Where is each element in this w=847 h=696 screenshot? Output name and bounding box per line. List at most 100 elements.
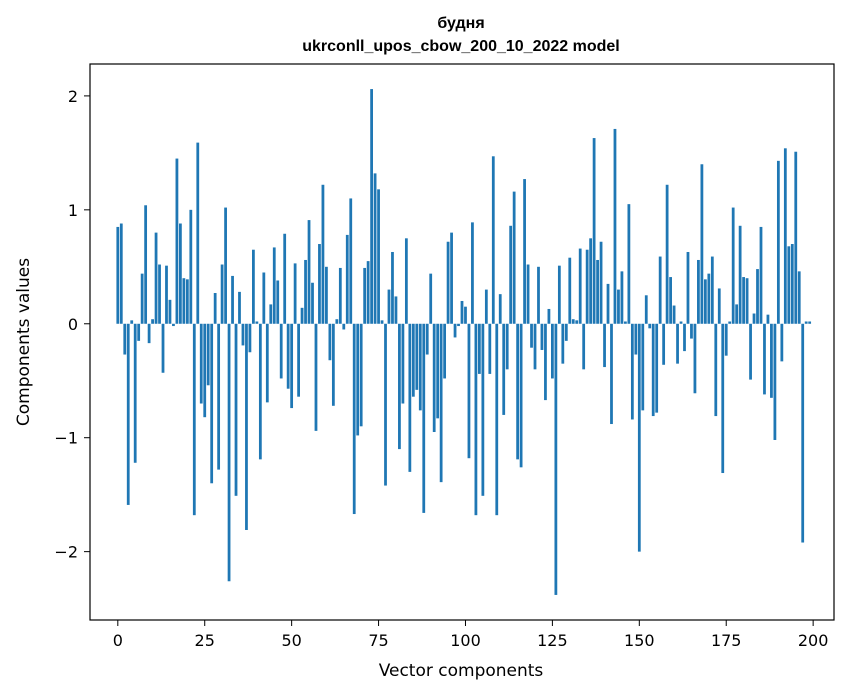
bar-187 xyxy=(766,314,770,324)
bar-89 xyxy=(425,323,429,355)
bar-141 xyxy=(606,283,610,324)
bar-129 xyxy=(564,323,568,341)
bar-6 xyxy=(137,323,141,341)
bar-153 xyxy=(648,323,652,329)
bar-149 xyxy=(634,323,638,355)
bar-2 xyxy=(123,323,127,355)
bar-48 xyxy=(283,233,287,324)
bar-72 xyxy=(366,261,370,324)
bar-159 xyxy=(669,277,672,324)
bar-75 xyxy=(377,189,380,324)
bar-135 xyxy=(585,249,589,324)
y-tick-label: 2 xyxy=(68,87,78,106)
bar-171 xyxy=(710,256,714,324)
bar-71 xyxy=(363,267,367,324)
bar-112 xyxy=(505,323,509,370)
bar-105 xyxy=(481,323,485,496)
bar-131 xyxy=(571,319,575,324)
bar-43 xyxy=(265,323,269,403)
bar-58 xyxy=(318,244,321,324)
bar-125 xyxy=(551,323,554,379)
bar-25 xyxy=(203,323,207,418)
bar-109 xyxy=(495,323,499,516)
x-tick-label: 150 xyxy=(624,631,655,650)
bar-148 xyxy=(630,323,634,420)
bar-14 xyxy=(165,265,168,324)
bar-27 xyxy=(210,323,214,484)
bar-108 xyxy=(491,156,495,324)
x-axis-title: Vector components xyxy=(379,661,544,681)
bar-45 xyxy=(272,247,276,324)
bar-160 xyxy=(672,305,676,324)
bar-134 xyxy=(582,323,586,370)
bar-5 xyxy=(133,323,137,463)
bar-140 xyxy=(603,323,606,368)
bar-80 xyxy=(394,296,398,324)
bar-107 xyxy=(488,323,492,374)
bar-66 xyxy=(345,234,349,324)
bar-156 xyxy=(658,256,662,324)
bar-172 xyxy=(714,323,718,417)
bar-91 xyxy=(432,323,436,433)
bar-165 xyxy=(690,323,693,339)
x-tick-label: 50 xyxy=(281,631,301,650)
bar-28 xyxy=(213,293,217,324)
bar-56 xyxy=(311,282,314,324)
chart-title: будня xyxy=(437,15,484,32)
bar-79 xyxy=(391,251,394,324)
bar-78 xyxy=(387,289,391,324)
bar-190 xyxy=(776,160,780,324)
bar-99 xyxy=(460,300,464,324)
bar-193 xyxy=(787,246,791,324)
bar-167 xyxy=(697,259,700,324)
bar-33 xyxy=(231,275,234,324)
bar-51 xyxy=(293,263,297,324)
bar-0 xyxy=(116,226,120,324)
bar-97 xyxy=(453,323,457,338)
bar-195 xyxy=(794,151,798,324)
bar-35 xyxy=(238,291,241,324)
bar-96 xyxy=(450,232,453,324)
bar-176 xyxy=(728,321,732,324)
bar-177 xyxy=(731,207,735,324)
bar-94 xyxy=(443,323,447,379)
bar-36 xyxy=(241,323,245,346)
bar-152 xyxy=(644,295,648,324)
bar-63 xyxy=(335,319,339,324)
bar-119 xyxy=(530,323,533,348)
bar-154 xyxy=(651,323,655,417)
bar-183 xyxy=(752,313,756,324)
bar-169 xyxy=(703,279,707,324)
bar-143 xyxy=(613,128,617,324)
bar-102 xyxy=(471,222,474,324)
bar-178 xyxy=(735,304,739,324)
bar-101 xyxy=(467,323,471,459)
bar-116 xyxy=(519,323,523,468)
bar-55 xyxy=(307,220,311,324)
bar-121 xyxy=(537,266,540,324)
bar-16 xyxy=(172,323,175,327)
bar-186 xyxy=(763,323,766,395)
bar-46 xyxy=(276,280,280,324)
bar-150 xyxy=(637,323,641,552)
bar-114 xyxy=(512,191,516,324)
bar-54 xyxy=(304,259,307,324)
bar-series xyxy=(116,89,812,595)
bar-68 xyxy=(352,323,356,515)
bar-182 xyxy=(749,323,752,380)
bar-59 xyxy=(321,184,325,324)
bar-81 xyxy=(398,323,401,450)
bar-76 xyxy=(380,320,384,324)
x-tick-label: 75 xyxy=(368,631,388,650)
bar-21 xyxy=(189,209,193,324)
bar-157 xyxy=(662,323,666,365)
bar-124 xyxy=(547,308,551,324)
bar-82 xyxy=(401,323,405,404)
bar-53 xyxy=(300,307,304,324)
bar-181 xyxy=(745,278,749,324)
bar-3 xyxy=(126,323,130,505)
bar-120 xyxy=(533,323,537,370)
bar-85 xyxy=(411,323,415,397)
bar-61 xyxy=(328,323,332,361)
bar-173 xyxy=(717,288,721,324)
